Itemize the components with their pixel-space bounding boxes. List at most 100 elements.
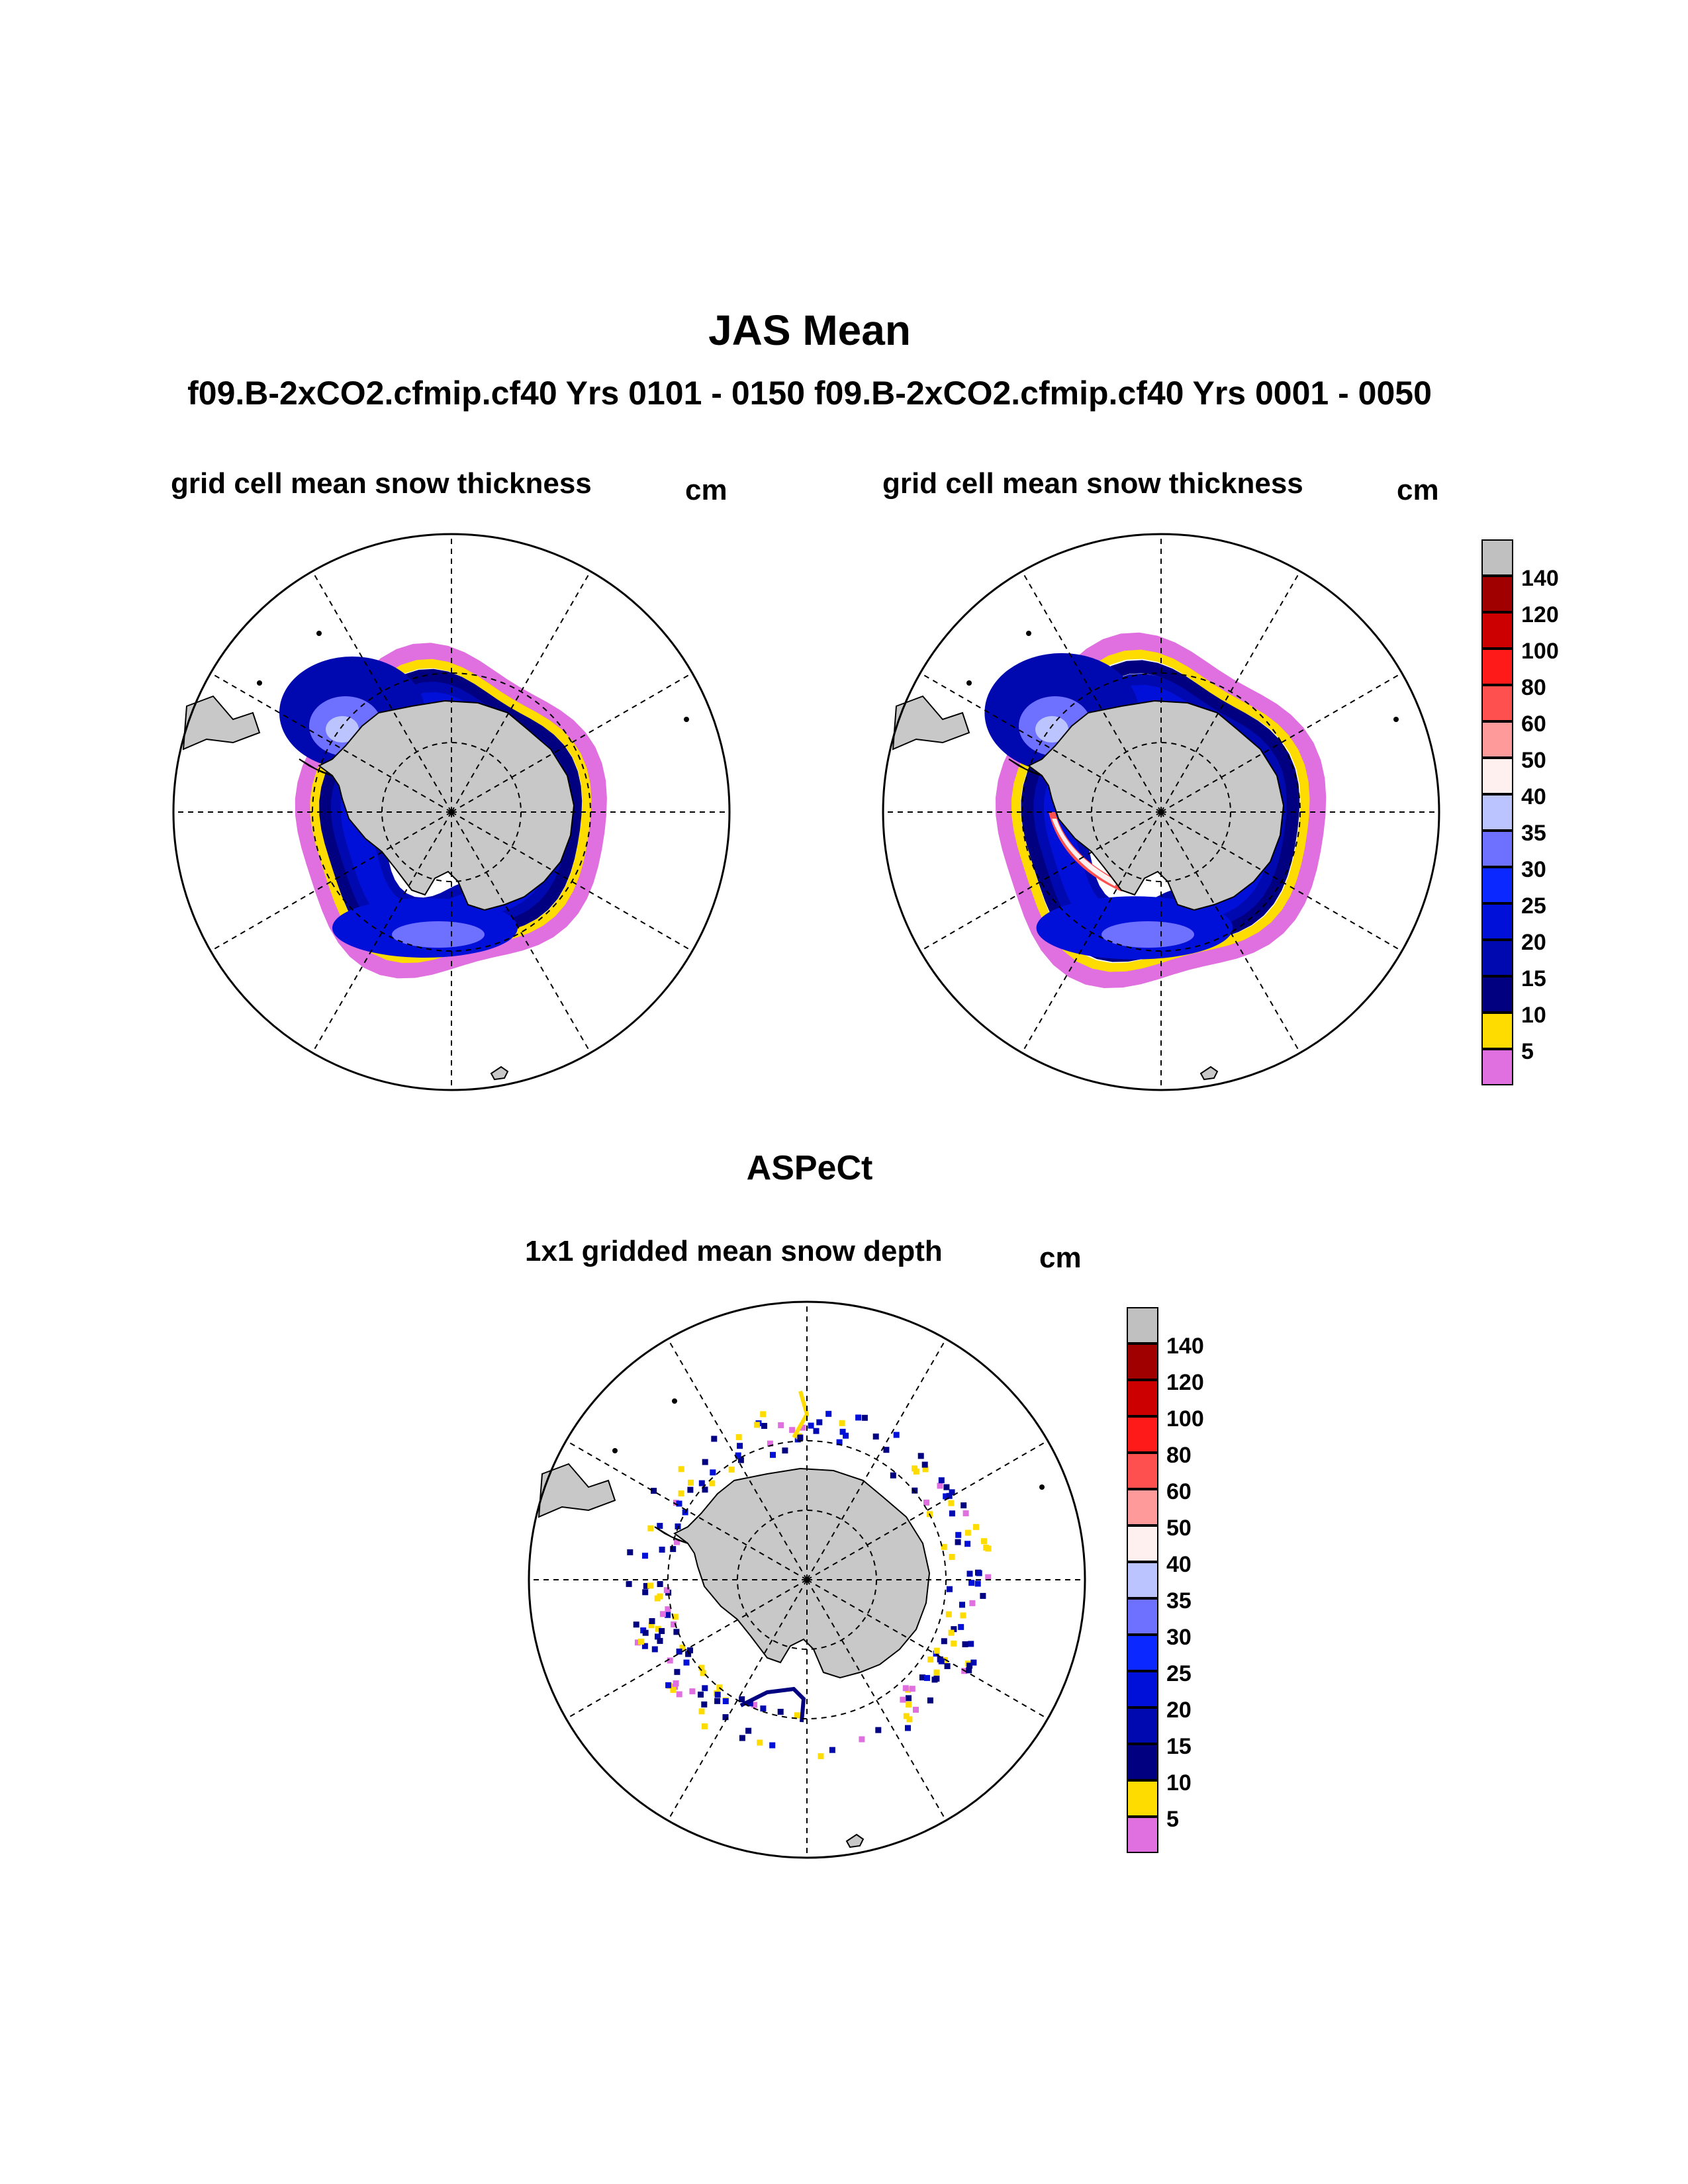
- observation-point: [641, 1643, 648, 1649]
- panel3-polar-map: [528, 1300, 1086, 1859]
- observation-point: [671, 1621, 677, 1627]
- observation-point: [927, 1657, 934, 1662]
- colorbar-swatch: [1127, 1635, 1158, 1671]
- meridian-line: [210, 811, 452, 952]
- observation-point: [711, 1435, 718, 1442]
- colorbar-swatch: [1481, 758, 1513, 794]
- colorbar-label: 15: [1166, 1734, 1192, 1759]
- colorbar-label: 5: [1166, 1807, 1179, 1832]
- observation-point: [962, 1510, 969, 1517]
- colorbar-label: 140: [1521, 566, 1559, 591]
- meridian-line: [565, 1579, 808, 1719]
- island-marker: [672, 1398, 677, 1404]
- colorbar-label: 80: [1521, 675, 1546, 700]
- observation-point: [642, 1553, 648, 1559]
- observation-point: [728, 1467, 735, 1473]
- ross-sea-snow-core: [1102, 921, 1194, 948]
- observation-point: [676, 1691, 682, 1698]
- colorbar-label: 60: [1166, 1479, 1192, 1504]
- observation-point: [665, 1682, 672, 1688]
- panel2-title: grid cell mean snow thickness: [882, 467, 1303, 500]
- observation-point: [702, 1486, 708, 1493]
- observation-point: [761, 1423, 767, 1429]
- observation-point: [855, 1414, 862, 1421]
- meridian-line: [919, 811, 1162, 952]
- observation-point: [657, 1581, 663, 1587]
- observation-point: [859, 1736, 865, 1743]
- panel3-units: cm: [1039, 1242, 1082, 1274]
- colorbar-swatch: [1481, 685, 1513, 721]
- observation-point: [943, 1493, 949, 1500]
- meridian-line: [1021, 811, 1162, 1054]
- observation-point: [883, 1447, 890, 1453]
- meridian-line: [312, 570, 452, 813]
- observation-point: [698, 1664, 705, 1671]
- colorbar-label: 15: [1521, 966, 1546, 991]
- observation-point: [770, 1451, 776, 1458]
- observation-point: [637, 1639, 644, 1645]
- map-boundary: [172, 533, 731, 1091]
- observation-point: [701, 1701, 708, 1707]
- observation-point: [980, 1592, 986, 1599]
- island-marker: [966, 680, 972, 686]
- observation-point: [825, 1410, 832, 1417]
- colorbar-label: 25: [1521, 893, 1546, 919]
- colorbar-swatch: [1481, 612, 1513, 649]
- observation-point: [906, 1702, 912, 1708]
- observation-point: [659, 1547, 665, 1553]
- island-marker: [1026, 631, 1031, 636]
- observation-point: [673, 1500, 679, 1506]
- observation-point: [800, 1424, 806, 1431]
- observation-point: [714, 1698, 721, 1704]
- observation-point: [700, 1670, 706, 1676]
- observation-point: [949, 1554, 955, 1560]
- observation-point: [782, 1447, 788, 1454]
- observation-point: [903, 1713, 910, 1719]
- weddell-sea-snow-peak: [1035, 716, 1068, 743]
- observation-point: [794, 1712, 800, 1719]
- observation-point: [951, 1626, 957, 1633]
- colorbar-swatch: [1481, 831, 1513, 867]
- meridian-line: [806, 1440, 1049, 1580]
- colorbar-swatch: [1127, 1671, 1158, 1707]
- map-boundary: [882, 533, 1440, 1091]
- colorbar-swatch: [1481, 649, 1513, 685]
- observation-point: [961, 1502, 967, 1509]
- observation-point: [968, 1641, 974, 1647]
- observation-point: [933, 1647, 940, 1654]
- observation-point: [655, 1625, 661, 1632]
- ross-sea-snow-core: [392, 921, 485, 948]
- meridian-line: [667, 1579, 808, 1821]
- observation-point: [679, 1645, 686, 1651]
- observation-point: [673, 1629, 680, 1635]
- observation-point: [944, 1663, 951, 1669]
- observation-point: [745, 1727, 752, 1734]
- colorbar-label: 40: [1166, 1552, 1192, 1577]
- observation-point: [642, 1629, 649, 1636]
- observation-point: [946, 1492, 953, 1499]
- observation-point: [676, 1500, 682, 1507]
- observation-point: [710, 1469, 716, 1476]
- observation-point: [698, 1480, 705, 1486]
- observation-point: [941, 1638, 947, 1645]
- panel3-title: 1x1 gridded mean snow depth: [525, 1235, 943, 1267]
- panel1-units: cm: [685, 474, 727, 506]
- colorbar-label: 35: [1521, 821, 1546, 846]
- meridian-line: [806, 1338, 947, 1580]
- colorbar-swatch: [1127, 1562, 1158, 1598]
- colorbar-label: 100: [1166, 1406, 1204, 1432]
- ship-track: [739, 1686, 806, 1723]
- observation-point: [839, 1420, 845, 1426]
- new-zealand-landmass: [490, 1066, 509, 1081]
- colorbar-label: 20: [1521, 930, 1546, 955]
- observation-point: [769, 1742, 776, 1749]
- colorbar-swatch: [1127, 1416, 1158, 1453]
- meridian-line: [1021, 570, 1162, 813]
- observation-point: [674, 1539, 680, 1545]
- observation-point: [861, 1414, 868, 1421]
- observation-point: [767, 1440, 773, 1447]
- colorbar-swatch: [1481, 576, 1513, 612]
- colorbar-swatch: [1127, 1780, 1158, 1817]
- observation-point: [919, 1674, 925, 1681]
- observation-point: [642, 1589, 649, 1596]
